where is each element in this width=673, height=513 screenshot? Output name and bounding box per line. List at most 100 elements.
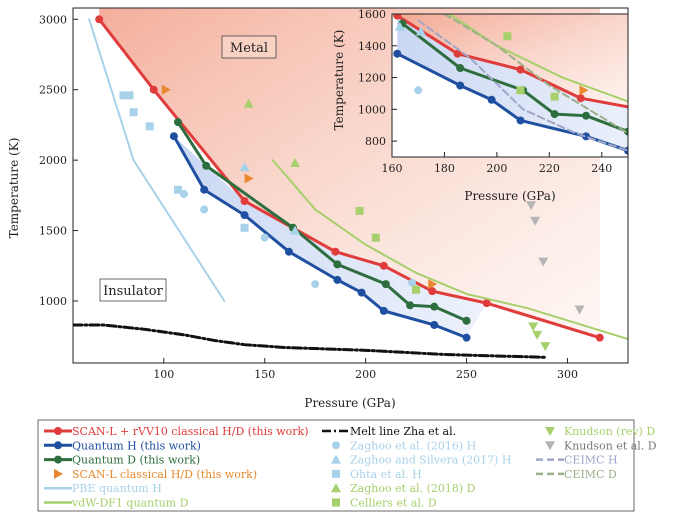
quantum-h-this-work-point bbox=[379, 306, 388, 315]
legend-zaghoo-and-silvera-2017-h-swatch-marker bbox=[331, 454, 341, 464]
quantum-h-this-work-point bbox=[169, 132, 178, 141]
legend-melt-line-zha-et-al-label: Melt line Zha et al. bbox=[350, 425, 456, 438]
legend-knudson-et-al-d: Knudson et al. D bbox=[545, 439, 657, 452]
legend-knudson-rev-d-label: Knudson (rev) D bbox=[564, 425, 655, 438]
legend-quantum-d-this-work: Quantum D (this work) bbox=[44, 454, 200, 467]
main-axes: 100 150 200 250 300 1000 1500 2000 2500 3000 bbox=[39, 13, 578, 381]
scan-l-rvv10-classical-h-d-this-work-point bbox=[482, 299, 491, 308]
legend-quantum-d-this-work-swatch-marker bbox=[54, 455, 62, 464]
knudson-et-al-d-point bbox=[538, 257, 549, 267]
legend-frame bbox=[37, 419, 635, 512]
legend-celliers-et-al-d-label: Celliers et al. D bbox=[350, 497, 437, 510]
vdw-df1-quantum-d-line bbox=[271, 159, 628, 341]
y-tick-label: 2500 bbox=[39, 84, 67, 97]
legend-quantum-d-this-work-label: Quantum D (this work) bbox=[72, 454, 200, 467]
quantum-d-this-work-point bbox=[381, 280, 390, 289]
quantum-h-this-work-point bbox=[240, 211, 249, 220]
x-tick-label: 200 bbox=[355, 368, 376, 381]
scan-l-rvv10-classical-h-d-this-work-point bbox=[393, 14, 402, 20]
zaghoo-and-silvera-2017-h-point bbox=[290, 225, 300, 235]
ohta-et-al-h-point bbox=[173, 185, 182, 194]
scan-l-rvv10-classical-h-d-this-work-point bbox=[95, 15, 104, 24]
pbe-quantum-h-line bbox=[88, 18, 226, 303]
inset-y-axis-label: Temperature (K) bbox=[332, 30, 346, 131]
legend-ohta-et-al-h-swatch-marker bbox=[332, 469, 340, 478]
x-tick-label: 160 bbox=[382, 162, 403, 175]
inset-plot: 160 180 200 220 240 800 1000 1200 1400 1600 Press… bbox=[332, 8, 629, 203]
quantum-band-region bbox=[173, 136, 487, 338]
quantum-d-this-work-point bbox=[406, 301, 415, 310]
main-y-axis-label: Temperature (K) bbox=[7, 138, 21, 239]
ceimc-h-line bbox=[417, 19, 628, 152]
quantum-h-this-work-point bbox=[516, 116, 525, 125]
scan-l-classical-h-d-this-work-point bbox=[161, 84, 171, 95]
ohta-et-al-h-point bbox=[145, 122, 154, 131]
legend-quantum-h-this-work-swatch-marker bbox=[54, 441, 62, 450]
scan-l-classical-h-d-this-work-point bbox=[579, 85, 589, 96]
legend-scan-l-classical-h-d-this-work: SCAN-L classical H/D (this work) bbox=[54, 468, 257, 481]
main-plot-frame bbox=[72, 7, 629, 364]
insulator-label-box bbox=[99, 278, 167, 302]
zaghoo-et-al-2016-h-point bbox=[180, 189, 188, 198]
zaghoo-and-silvera-2017-h-point bbox=[239, 162, 250, 172]
vdw-df1-quantum-d-line bbox=[448, 14, 628, 103]
scan-l-rvv10-classical-h-d-this-work-point bbox=[428, 287, 437, 296]
legend-knudson-et-al-d-swatch-marker bbox=[545, 441, 555, 451]
scan-l-classical-h-d-this-work-point bbox=[244, 173, 254, 184]
inset-frame bbox=[391, 13, 629, 158]
x-tick-label: 150 bbox=[254, 368, 275, 381]
celliers-et-al-d-point bbox=[412, 285, 421, 294]
legend-zaghoo-et-al-2016-h: Zaghoo et al. (2016) H bbox=[332, 439, 476, 452]
scan-l-rvv10-classical-h-d-this-work-point bbox=[149, 85, 158, 94]
scan-l-rvv10-classical-h-d-this-work-point bbox=[453, 49, 462, 58]
quantum-d-this-work-point bbox=[173, 118, 182, 127]
y-tick-label: 1600 bbox=[358, 8, 386, 21]
quantum-h-this-work-point bbox=[462, 333, 471, 342]
legend-pbe-quantum-h: PBE quantum H bbox=[44, 482, 162, 495]
y-tick-label: 3000 bbox=[39, 13, 67, 26]
zaghoo-et-al-2016-h-point bbox=[200, 205, 209, 214]
legend-quantum-h-this-work-label: Quantum H (this work) bbox=[72, 439, 201, 452]
quantum-h-this-work-point bbox=[393, 49, 402, 58]
legend-knudson-rev-d: Knudson (rev) D bbox=[545, 425, 655, 438]
x-tick-label: 240 bbox=[591, 162, 612, 175]
legend-zaghoo-et-al-2018-d-swatch-marker bbox=[331, 483, 341, 493]
insulator-label: Insulator bbox=[103, 284, 164, 299]
y-tick-label: 1000 bbox=[39, 295, 67, 308]
inset-series-layer bbox=[393, 14, 628, 155]
zaghoo-and-silvera-2017-h-point bbox=[394, 21, 405, 31]
legend-zaghoo-et-al-2016-h-label: Zaghoo et al. (2016) H bbox=[350, 439, 476, 452]
legend-ceimc-d-label: CEIMC D bbox=[564, 468, 617, 481]
quantum-d-this-work-point bbox=[430, 302, 439, 311]
zaghoo-and-silvera-2017-h-point bbox=[415, 26, 426, 36]
quantum-h-this-work-point bbox=[357, 288, 366, 297]
legend-scan-l-rvv10-classical-h-d-this-work: SCAN-L + rVV10 classical H/D (this work) bbox=[44, 425, 309, 438]
legend-scan-l-classical-h-d-this-work-swatch-marker bbox=[54, 468, 63, 479]
knudson-et-al-d-point bbox=[530, 216, 541, 226]
legend-celliers-et-al-d-swatch-marker bbox=[332, 498, 340, 507]
legend-zaghoo-and-silvera-2017-h-label: Zaghoo and Silvera (2017) H bbox=[350, 454, 512, 467]
quantum-d-this-work-point bbox=[550, 110, 559, 119]
legend-scan-l-rvv10-classical-h-d-this-work-label: SCAN-L + rVV10 classical H/D (this work) bbox=[72, 425, 309, 438]
main-x-axis-label: Pressure (GPa) bbox=[304, 396, 395, 410]
legend-melt-line-zha-et-al: Melt line Zha et al. bbox=[322, 425, 456, 438]
knudson-rev-d-point bbox=[540, 342, 551, 352]
legend-zaghoo-and-silvera-2017-h: Zaghoo and Silvera (2017) H bbox=[331, 454, 512, 467]
quantum-d-this-work-line bbox=[400, 22, 628, 134]
scan-l-rvv10-classical-h-d-this-work-point bbox=[379, 261, 388, 270]
quantum-h-this-work-point bbox=[430, 320, 439, 329]
celliers-et-al-d-point bbox=[355, 206, 364, 215]
y-tick-label: 1000 bbox=[358, 103, 386, 116]
ohta-et-al-h-point bbox=[129, 108, 138, 117]
zaghoo-et-al-2018-d-point bbox=[290, 157, 300, 167]
quantum-d-this-work-point bbox=[582, 111, 591, 120]
scan-l-rvv10-classical-h-d-this-work-line bbox=[97, 17, 602, 340]
y-tick-label: 1500 bbox=[39, 225, 67, 238]
quantum-h-this-work-point bbox=[333, 275, 342, 284]
quantum-h-this-work-point bbox=[284, 247, 293, 256]
legend-scan-l-rvv10-classical-h-d-this-work-swatch-marker bbox=[54, 427, 62, 435]
y-tick-label: 1400 bbox=[358, 40, 386, 53]
zaghoo-et-al-2016-h-point bbox=[260, 233, 269, 242]
legend-entries: SCAN-L + rVV10 classical H/D (this work)… bbox=[44, 425, 657, 510]
